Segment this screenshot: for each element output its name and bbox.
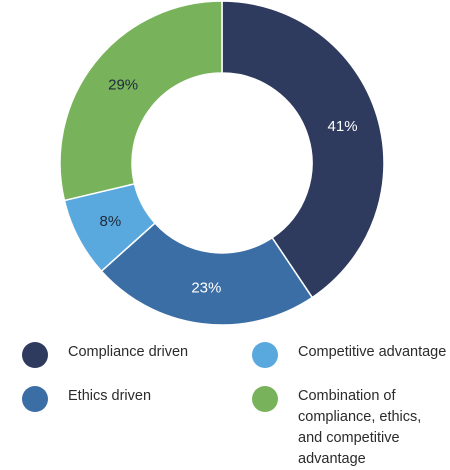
legend-swatch-compliance-driven [22, 342, 48, 368]
legend-item-competitive-advantage: Competitive advantage [252, 342, 446, 368]
slice-value-label: 41% [328, 118, 358, 135]
slice-value-label: 29% [108, 76, 138, 93]
slice-combination-of [59, 0, 223, 202]
legend-label-combination: Combination of compliance, ethics, and c… [298, 388, 422, 467]
legend-label-ethics-driven: Ethics driven [68, 388, 152, 404]
slice-value-label: 8% [100, 213, 122, 230]
legend-swatch-competitive-advantage [252, 342, 278, 368]
slice-compliance-driven [221, 0, 385, 299]
donut-chart: 41% 23% 8% 29% [59, 0, 385, 326]
legend: Compliance driven Ethics driven Competit… [0, 330, 450, 467]
legend-item-ethics-driven: Ethics driven [22, 386, 151, 412]
legend-label-compliance-driven: Compliance driven [68, 344, 189, 360]
legend-swatch-combination [252, 386, 278, 412]
legend-label-competitive-advantage: Competitive advantage [298, 344, 447, 360]
legend-item-compliance-driven: Compliance driven [22, 342, 188, 368]
legend-swatch-ethics-driven [22, 386, 48, 412]
slice-ethics-driven [100, 222, 314, 326]
slice-value-label: 23% [191, 280, 221, 297]
legend-item-combination: Combination of compliance, ethics, and c… [252, 386, 421, 470]
